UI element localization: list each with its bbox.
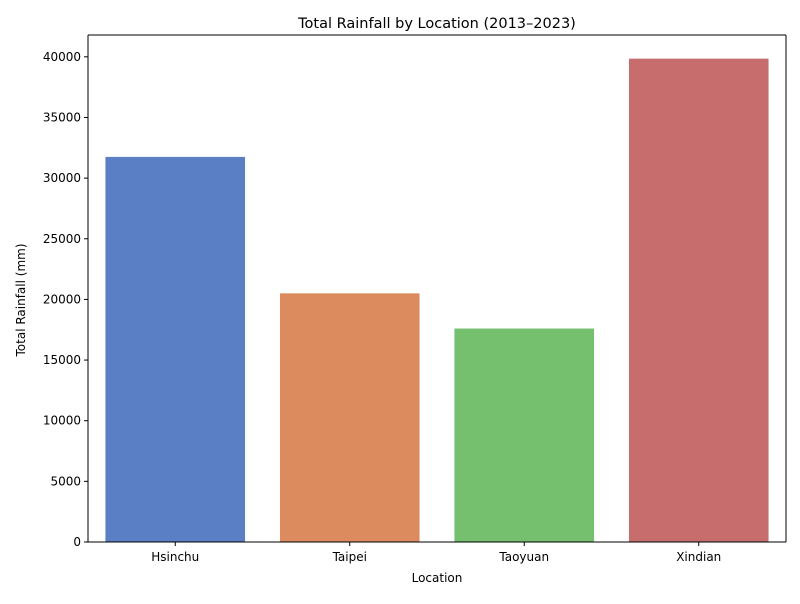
x-axis-ticks: Hsinchu Taipei Taoyuan Xindian: [151, 542, 721, 564]
chart-title: Total Rainfall by Location (2013–2023): [297, 16, 576, 32]
y-axis-label: Total Rainfall (mm): [14, 243, 28, 357]
bars-group: [105, 58, 769, 543]
y-tick-label: 40000: [43, 50, 81, 64]
bar-hsinchu: [105, 156, 246, 543]
y-tick-label: 35000: [43, 110, 81, 124]
bar-taoyuan: [454, 328, 595, 542]
y-tick-label: 25000: [43, 232, 81, 246]
y-tick-label: 30000: [43, 171, 81, 185]
y-tick-label: 0: [73, 535, 81, 549]
y-tick-label: 10000: [43, 414, 81, 428]
x-tick-label: Taipei: [332, 550, 367, 564]
y-tick-label: 20000: [43, 292, 81, 306]
x-tick-label: Hsinchu: [151, 550, 199, 564]
bar-xindian: [628, 58, 769, 542]
y-tick-label: 5000: [50, 474, 81, 488]
x-tick-label: Xindian: [676, 550, 721, 564]
y-tick-label: 15000: [43, 353, 81, 367]
x-tick-label: Taoyuan: [498, 550, 549, 564]
y-axis-ticks: 0 5000 10000 15000 20000 25000 30000 35000 40000: [43, 50, 88, 549]
x-axis-label: Location: [412, 571, 463, 585]
bar-taipei: [279, 293, 420, 542]
